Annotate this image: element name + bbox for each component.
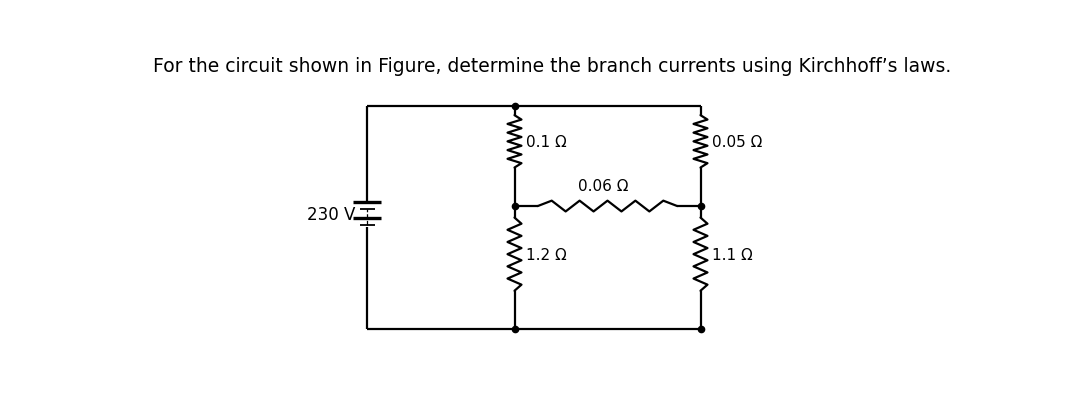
Text: 0.05 Ω: 0.05 Ω [713,135,762,150]
Text: 230 V: 230 V [307,205,356,223]
Text: 0.06 Ω: 0.06 Ω [579,178,628,193]
Text: For the circuit shown in Figure, determine the branch currents using Kirchhoff’s: For the circuit shown in Figure, determi… [153,57,952,76]
Text: 1.1 Ω: 1.1 Ω [713,247,752,262]
Text: 1.2 Ω: 1.2 Ω [526,247,567,262]
Text: 0.1 Ω: 0.1 Ω [526,135,567,150]
